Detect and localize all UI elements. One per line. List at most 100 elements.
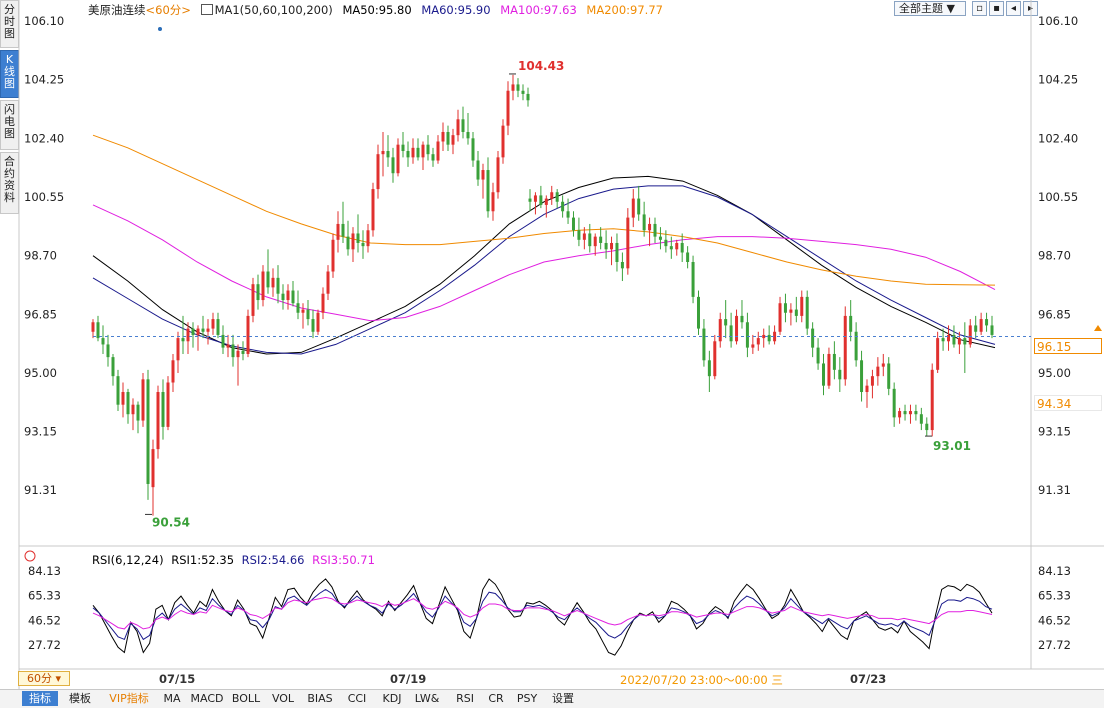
candle-body xyxy=(286,290,290,301)
candle-body xyxy=(544,198,548,205)
candle-body xyxy=(691,262,695,297)
candle-body xyxy=(648,223,652,231)
scroll-left-icon[interactable]: ◂ xyxy=(1006,1,1021,16)
candle-body xyxy=(947,334,951,342)
tab-settings[interactable]: 设置 xyxy=(552,692,574,705)
tab-kdj[interactable]: KDJ xyxy=(382,692,402,705)
candle-body xyxy=(191,328,195,335)
rsi-tick-right: 46.52 xyxy=(1038,613,1071,627)
tab-rsi[interactable]: RSI xyxy=(456,692,474,705)
price-tick-right: 106.10 xyxy=(1038,14,1078,28)
settings-gear-icon[interactable] xyxy=(24,550,36,562)
indicator-icon[interactable] xyxy=(200,4,213,15)
low-marker-box: 94.34 xyxy=(1034,395,1102,411)
candle-body xyxy=(860,360,864,393)
candle-body xyxy=(903,411,907,415)
candle-body xyxy=(481,170,485,180)
tab-indicators[interactable]: 指标 xyxy=(22,691,58,706)
candle-body xyxy=(718,319,722,342)
tab-templates[interactable]: 模板 xyxy=(69,692,91,705)
price-tick-right: 91.31 xyxy=(1038,483,1071,497)
candle-body xyxy=(461,119,465,132)
candle-body xyxy=(166,382,170,427)
tab-cci[interactable]: CCI xyxy=(347,692,367,705)
candle-body xyxy=(979,319,983,332)
low-annotation-2: 93.01 xyxy=(933,439,971,453)
candle-body xyxy=(366,230,370,247)
tab-vol[interactable]: VOL xyxy=(271,692,295,705)
candle-body xyxy=(963,338,967,345)
tab-contract-info[interactable]: 合约资料 xyxy=(0,152,19,214)
marker-dot xyxy=(158,27,162,31)
dropdown-arrow-icon: ▾ xyxy=(55,672,62,685)
tab-bias[interactable]: BIAS xyxy=(307,692,333,705)
price-tick-right: 96.85 xyxy=(1038,307,1071,321)
period-select[interactable]: 60分 ▾ xyxy=(18,671,70,686)
candle-body xyxy=(161,392,165,427)
candle-body xyxy=(702,328,706,361)
tab-cr[interactable]: CR xyxy=(488,692,504,705)
candle-body xyxy=(887,363,891,389)
candle-body xyxy=(615,242,619,263)
candle-body xyxy=(805,296,809,329)
candle-body xyxy=(431,154,435,161)
tab-ma[interactable]: MA xyxy=(163,692,181,705)
price-tick-right: 98.70 xyxy=(1038,249,1071,263)
zoom-in-icon[interactable]: ▪ xyxy=(989,1,1004,16)
price-chart[interactable]: 106.10 106.10 104.25 104.25 102.40 102.40 100.… xyxy=(0,0,1104,689)
tab-macd[interactable]: MACD xyxy=(190,692,224,705)
candle-body xyxy=(446,131,450,145)
candle-body xyxy=(778,303,782,332)
candle-body xyxy=(892,388,896,418)
candle-body xyxy=(740,315,744,323)
candle-body xyxy=(451,135,455,145)
rsi-tick-left: 84.13 xyxy=(28,564,61,578)
candle-body xyxy=(526,93,530,101)
candle-body xyxy=(316,312,320,332)
candle-body xyxy=(599,236,603,243)
candle-body xyxy=(925,423,929,431)
ma-line-ma100 xyxy=(92,204,996,322)
candle-body xyxy=(241,350,245,354)
candle-body xyxy=(767,334,771,342)
tab-psy[interactable]: PSY xyxy=(516,692,538,705)
candle-body xyxy=(588,233,592,247)
price-tick-left: 98.70 xyxy=(24,249,57,263)
candle-body xyxy=(296,303,300,313)
candle-body xyxy=(990,325,994,335)
zoom-out-icon[interactable]: ▫ xyxy=(972,1,987,16)
candle-body xyxy=(506,90,510,126)
candle-body xyxy=(664,239,668,247)
candle-body xyxy=(843,315,847,380)
tab-label: 闪电图 xyxy=(4,103,15,140)
low-annotation-1: 90.54 xyxy=(152,515,190,529)
price-tick-right: 104.25 xyxy=(1038,73,1078,87)
tab-boll[interactable]: BOLL xyxy=(231,692,261,705)
tab-lw[interactable]: LW& xyxy=(414,692,440,705)
candle-body xyxy=(411,147,415,158)
candle-body xyxy=(707,360,711,377)
candle-body xyxy=(406,151,410,158)
price-tick-right: 93.15 xyxy=(1038,425,1071,439)
candle-body xyxy=(346,236,350,250)
tab-vip-indicators[interactable]: VIP指标 xyxy=(109,692,149,705)
rsi1-value: RSI1:52.35 xyxy=(171,553,235,567)
candle-body xyxy=(466,131,470,139)
candle-body xyxy=(156,392,160,450)
candle-body xyxy=(201,328,205,332)
candle-body xyxy=(816,347,820,364)
candle-body xyxy=(186,328,190,342)
candle-body xyxy=(941,338,945,342)
ma-title: MA1(50,60,100,200) xyxy=(214,3,333,17)
candle-body xyxy=(441,131,445,142)
theme-select-label: 全部主题 xyxy=(899,2,943,15)
candle-body xyxy=(436,141,440,161)
price-tick-left: 91.31 xyxy=(24,483,57,497)
theme-select[interactable]: 全部主题 ▼ xyxy=(894,1,966,16)
candle-body xyxy=(106,344,110,358)
candle-body xyxy=(849,315,853,332)
candle-body xyxy=(794,309,798,316)
price-tick-left: 102.40 xyxy=(24,131,64,145)
candle-body xyxy=(96,322,100,339)
candle-body xyxy=(221,334,225,348)
